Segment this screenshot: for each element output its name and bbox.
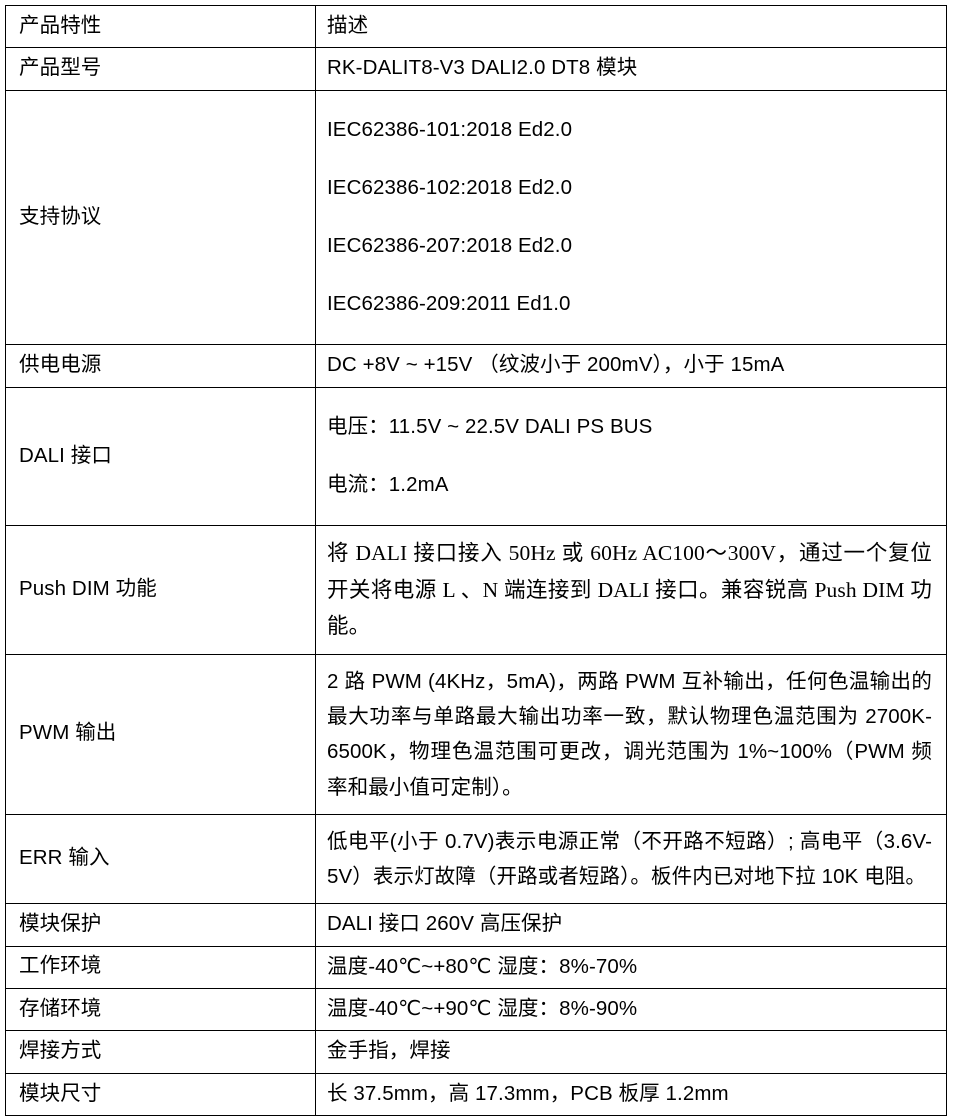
table-row: 存储环境 温度-40℃~+90℃ 湿度：8%-90% — [5, 988, 947, 1032]
header-description-label: 描述 — [327, 14, 369, 37]
description-text: DC +8V ~ +15V （纹波小于 200mV），小于 15mA — [327, 353, 785, 377]
description-text: DALI 接口 260V 高压保护 — [327, 912, 563, 936]
description-text: 长 37.5mm，高 17.3mm，PCB 板厚 1.2mm — [327, 1081, 729, 1105]
table-row: 焊接方式 金手指，焊接 — [5, 1030, 947, 1074]
feature-cell-pwm-output: PWM 输出 — [5, 653, 316, 815]
feature-cell-dali-interface: DALI 接口 — [5, 386, 316, 527]
table-row: ERR 输入 低电平(小于 0.7V)表示电源正常（不开路不短路）; 高电平（3… — [5, 813, 947, 905]
description-cell-power-supply: DC +8V ~ +15V （纹波小于 200mV），小于 15mA — [315, 344, 947, 388]
table-row: PWM 输出 2 路 PWM (4KHz，5mA)，两路 PWM 互补输出，任何… — [5, 653, 947, 815]
feature-label: ERR 输入 — [19, 846, 110, 870]
description-text: 温度-40℃~+90℃ 湿度：8%-90% — [327, 997, 638, 1021]
feature-cell-module-dimensions: 模块尺寸 — [5, 1072, 316, 1116]
feature-cell-err-input: ERR 输入 — [5, 813, 316, 905]
feature-label: 工作环境 — [19, 954, 102, 978]
table-row: 模块尺寸 长 37.5mm，高 17.3mm，PCB 板厚 1.2mm — [5, 1072, 947, 1116]
description-cell-module-dimensions: 长 37.5mm，高 17.3mm，PCB 板厚 1.2mm — [315, 1072, 947, 1116]
feature-label: DALI 接口 — [19, 443, 112, 467]
protocol-item: IEC62386-207:2018 Ed2.0 — [327, 234, 573, 258]
description-text: 温度-40℃~+80℃ 湿度：8%-70% — [327, 954, 638, 978]
feature-label: 支持协议 — [19, 204, 102, 228]
description-cell-operating-environment: 温度-40℃~+80℃ 湿度：8%-70% — [315, 945, 947, 990]
table-row: DALI 接口 电压：11.5V ~ 22.5V DALI PS BUS 电流：… — [5, 386, 947, 527]
dali-current-line: 电流：1.2mA — [327, 473, 449, 497]
feature-label: 存储环境 — [19, 996, 102, 1020]
feature-cell-push-dim: Push DIM 功能 — [5, 525, 316, 655]
dali-interface-list: 电压：11.5V ~ 22.5V DALI PS BUS 电流：1.2mA — [316, 388, 946, 526]
product-specification-table: 产品特性 描述 产品型号 RK-DALIT8-V3 DALI2.0 DT8 模块… — [5, 4, 947, 1116]
description-text: 低电平(小于 0.7V)表示电源正常（不开路不短路）; 高电平（3.6V-5V）… — [327, 829, 932, 889]
description-cell-err-input: 低电平(小于 0.7V)表示电源正常（不开路不短路）; 高电平（3.6V-5V）… — [315, 813, 947, 905]
feature-label: 模块保护 — [19, 912, 102, 936]
protocol-item: IEC62386-209:2011 Ed1.0 — [327, 292, 571, 316]
description-cell-module-protection: DALI 接口 260V 高压保护 — [315, 903, 947, 947]
description-cell-protocols: IEC62386-101:2018 Ed2.0 IEC62386-102:201… — [315, 89, 947, 346]
feature-label: 模块尺寸 — [19, 1081, 102, 1105]
document-page: 产品特性 描述 产品型号 RK-DALIT8-V3 DALI2.0 DT8 模块… — [5, 4, 947, 1116]
feature-label: PWM 输出 — [19, 721, 117, 745]
header-cell-feature: 产品特性 — [5, 4, 316, 49]
description-text: 将 DALI 接口接入 50Hz 或 60Hz AC100～300V，通过一个复… — [327, 541, 932, 639]
description-cell-push-dim: 将 DALI 接口接入 50Hz 或 60Hz AC100～300V，通过一个复… — [315, 525, 947, 655]
description-cell-soldering-method: 金手指，焊接 — [315, 1030, 947, 1074]
description-cell-dali-interface: 电压：11.5V ~ 22.5V DALI PS BUS 电流：1.2mA — [315, 386, 947, 527]
description-text: 金手指，焊接 — [327, 1039, 451, 1063]
table-header-row: 产品特性 描述 — [5, 4, 947, 49]
header-feature-label: 产品特性 — [19, 13, 102, 37]
feature-cell-module-protection: 模块保护 — [5, 903, 316, 947]
feature-label: 焊接方式 — [19, 1039, 102, 1063]
feature-cell-power-supply: 供电电源 — [5, 344, 316, 388]
table-row: 模块保护 DALI 接口 260V 高压保护 — [5, 903, 947, 947]
feature-cell-storage-environment: 存储环境 — [5, 988, 316, 1032]
description-text: 2 路 PWM (4KHz，5mA)，两路 PWM 互补输出，任何色温输出的最大… — [327, 669, 932, 799]
protocol-item: IEC62386-102:2018 Ed2.0 — [327, 176, 573, 200]
protocol-item: IEC62386-101:2018 Ed2.0 — [327, 118, 573, 142]
description-cell-model: RK-DALIT8-V3 DALI2.0 DT8 模块 — [315, 47, 947, 91]
feature-cell-operating-environment: 工作环境 — [5, 945, 316, 990]
table-row: 支持协议 IEC62386-101:2018 Ed2.0 IEC62386-10… — [5, 89, 947, 346]
table-row: 产品型号 RK-DALIT8-V3 DALI2.0 DT8 模块 — [5, 47, 947, 91]
feature-cell-soldering-method: 焊接方式 — [5, 1030, 316, 1074]
table-row: 供电电源 DC +8V ~ +15V （纹波小于 200mV），小于 15mA — [5, 344, 947, 388]
dali-voltage-line: 电压：11.5V ~ 22.5V DALI PS BUS — [327, 415, 653, 439]
feature-cell-model: 产品型号 — [5, 47, 316, 91]
description-cell-pwm-output: 2 路 PWM (4KHz，5mA)，两路 PWM 互补输出，任何色温输出的最大… — [315, 653, 947, 815]
protocol-list: IEC62386-101:2018 Ed2.0 IEC62386-102:201… — [316, 91, 946, 345]
feature-label: 供电电源 — [19, 353, 102, 377]
table-row: Push DIM 功能 将 DALI 接口接入 50Hz 或 60Hz AC10… — [5, 525, 947, 655]
feature-cell-protocols: 支持协议 — [5, 89, 316, 346]
feature-label: Push DIM 功能 — [19, 577, 157, 601]
table-row: 工作环境 温度-40℃~+80℃ 湿度：8%-70% — [5, 945, 947, 990]
feature-label: 产品型号 — [19, 56, 102, 80]
description-text: RK-DALIT8-V3 DALI2.0 DT8 模块 — [327, 56, 638, 80]
header-cell-description: 描述 — [315, 4, 947, 49]
description-cell-storage-environment: 温度-40℃~+90℃ 湿度：8%-90% — [315, 988, 947, 1032]
